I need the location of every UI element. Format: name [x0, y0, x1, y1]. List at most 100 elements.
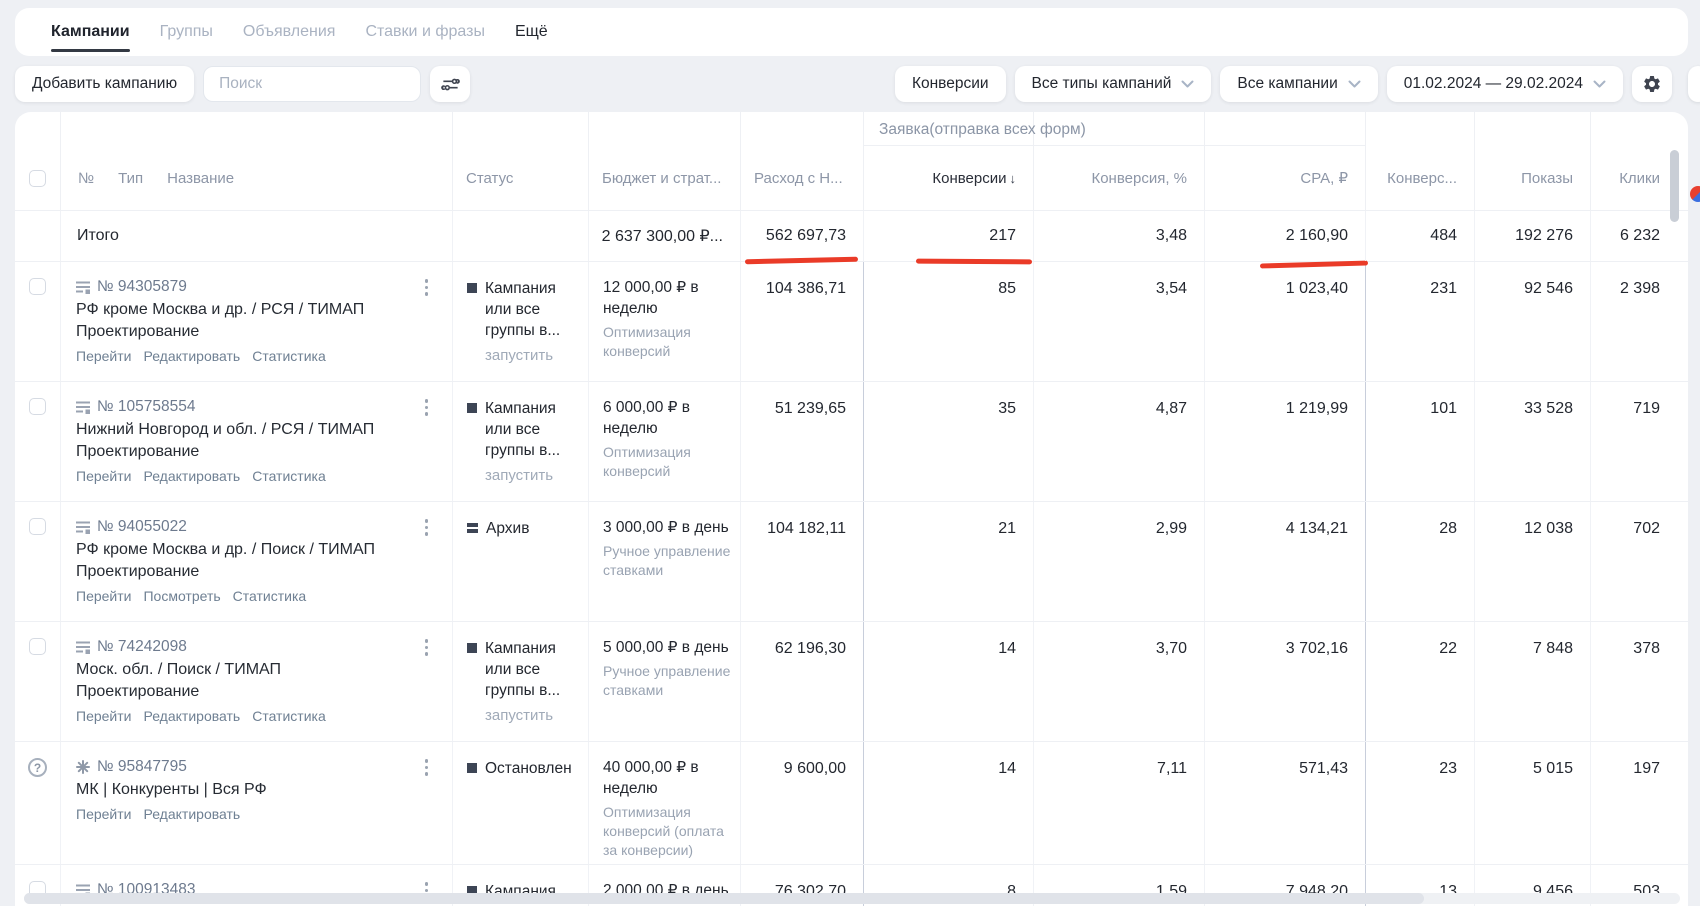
- column-header-conv-rate[interactable]: Конверсия, %: [1033, 170, 1204, 187]
- filter-settings-button[interactable]: [430, 66, 470, 102]
- column-header-cpa[interactable]: CPA, ₽: [1204, 169, 1365, 187]
- cell-cpa: 1 023,40: [1204, 262, 1365, 381]
- horizontal-scrollbar-thumb[interactable]: [24, 893, 1424, 904]
- kebab-menu-icon[interactable]: [425, 519, 429, 536]
- cell-conv-rate: 3,70: [1033, 622, 1204, 741]
- start-action-link[interactable]: запустить: [485, 345, 553, 366]
- cell-conv-rate: 7,11: [1033, 742, 1204, 864]
- column-header-num[interactable]: №: [78, 170, 94, 187]
- vertical-scrollbar-thumb[interactable]: [1670, 150, 1679, 222]
- tune-sliders-icon: [441, 75, 460, 94]
- cell-clicks: 378: [1590, 622, 1688, 741]
- cell-spend: 9 600,00: [740, 742, 863, 864]
- strategy-note: Ручное управление ставками: [603, 662, 732, 700]
- cell-conversions: 35: [863, 382, 1033, 501]
- start-action-link[interactable]: запустить: [485, 465, 553, 486]
- tab-groups[interactable]: Группы: [160, 8, 213, 56]
- row-checkbox[interactable]: [29, 278, 46, 295]
- kebab-menu-icon[interactable]: [425, 279, 429, 296]
- strategy-note: Оптимизация конверсий: [603, 323, 732, 361]
- campaign-name[interactable]: Моск. обл. / Поиск / ТИМАП Проектировани…: [76, 659, 392, 703]
- campaign-name[interactable]: РФ кроме Москва и др. / Поиск / ТИМАП Пр…: [76, 539, 392, 583]
- search-input[interactable]: [203, 66, 421, 102]
- row-checkbox[interactable]: [29, 518, 46, 535]
- cell-shows: 5 015: [1474, 742, 1590, 864]
- status-stopped-icon: [467, 763, 477, 773]
- row-checkbox[interactable]: [29, 398, 46, 415]
- table-header: Заявка(отправка всех форм) № Тип Названи…: [15, 112, 1688, 210]
- campaign-number[interactable]: № 94305879: [97, 276, 187, 298]
- campaigns-table: Заявка(отправка всех форм) № Тип Названи…: [15, 112, 1688, 906]
- table-row: № 94305879 РФ кроме Москва и др. / РСЯ /…: [15, 262, 1688, 382]
- row-checkbox[interactable]: [29, 638, 46, 655]
- add-campaign-button[interactable]: Добавить кампанию: [15, 66, 194, 102]
- campaign-number[interactable]: № 94055022: [97, 516, 187, 538]
- tab-ads[interactable]: Объявления: [243, 8, 336, 56]
- campaigns-filter-select[interactable]: Все кампании: [1220, 66, 1377, 102]
- edge-widget-icon[interactable]: [1690, 186, 1700, 202]
- cell-shows: 12 038: [1474, 502, 1590, 621]
- column-header-status[interactable]: Статус: [452, 170, 588, 187]
- campaign-name[interactable]: РФ кроме Москва и др. / РСЯ / ТИМАП Прое…: [76, 299, 392, 343]
- select-all-checkbox[interactable]: [29, 170, 46, 187]
- link-go[interactable]: Перейти: [76, 806, 131, 822]
- link-view[interactable]: Посмотреть: [143, 588, 220, 604]
- cell-spend: 51 239,65: [740, 382, 863, 501]
- link-go[interactable]: Перейти: [76, 588, 131, 604]
- sort-desc-icon: ↓: [1010, 171, 1017, 186]
- cell-shows: 7 848: [1474, 622, 1590, 741]
- cell-shows: 92 546: [1474, 262, 1590, 381]
- tab-more[interactable]: Ещё: [515, 8, 548, 56]
- edge-floating-button[interactable]: [1688, 66, 1700, 102]
- date-range-select[interactable]: 01.02.2024 — 29.02.2024: [1387, 66, 1623, 102]
- link-go[interactable]: Перейти: [76, 348, 131, 364]
- campaign-number[interactable]: № 95847795: [97, 756, 187, 778]
- link-go[interactable]: Перейти: [76, 708, 131, 724]
- kebab-menu-icon[interactable]: [425, 759, 429, 776]
- kebab-menu-icon[interactable]: [425, 639, 429, 656]
- link-go[interactable]: Перейти: [76, 468, 131, 484]
- campaign-name[interactable]: МК | Конкуренты | Вся РФ: [76, 779, 392, 801]
- tab-campaigns-label: Кампании: [51, 23, 130, 41]
- column-header-budget[interactable]: Бюджет и страт...: [588, 170, 740, 187]
- link-edit[interactable]: Редактировать: [143, 348, 240, 364]
- table-row: ? № 95847795 МК | Конкуренты | Вся РФ Пе…: [15, 742, 1688, 865]
- campaign-name[interactable]: Нижний Новгород и обл. / РСЯ / ТИМАП Про…: [76, 419, 392, 463]
- column-header-name[interactable]: Название: [167, 170, 234, 187]
- tab-campaigns[interactable]: Кампании: [51, 8, 130, 56]
- goal-button[interactable]: Конверсии: [895, 66, 1006, 102]
- cell-spend: 104 386,71: [740, 262, 863, 381]
- column-header-conversions2[interactable]: Конверс...: [1365, 170, 1474, 187]
- cell-shows: 33 528: [1474, 382, 1590, 501]
- status-text: Остановлен: [485, 758, 572, 779]
- campaign-number[interactable]: № 105758554: [97, 396, 196, 418]
- cell-conversions2: 231: [1365, 262, 1474, 381]
- start-action-link[interactable]: запустить: [485, 705, 553, 726]
- toolbar: Добавить кампанию Конверсии Все типы кам…: [15, 66, 1672, 102]
- question-icon[interactable]: ?: [28, 758, 47, 777]
- cell-conversions: 14: [863, 742, 1033, 864]
- cell-clicks: 2 398: [1590, 262, 1688, 381]
- campaign-number[interactable]: № 74242098: [97, 636, 187, 658]
- chevron-down-icon: [1593, 80, 1606, 88]
- column-header-conversions[interactable]: Конверсии↓: [863, 170, 1033, 187]
- horizontal-scrollbar[interactable]: [24, 893, 1680, 904]
- cell-conversions2: 22: [1365, 622, 1474, 741]
- link-stats[interactable]: Статистика: [252, 708, 326, 724]
- column-header-spend[interactable]: Расход с Н...: [740, 170, 863, 187]
- link-edit[interactable]: Редактировать: [143, 708, 240, 724]
- campaign-types-select[interactable]: Все типы кампаний: [1015, 66, 1212, 102]
- table-row: № 74242098 Моск. обл. / Поиск / ТИМАП Пр…: [15, 622, 1688, 742]
- link-edit[interactable]: Редактировать: [143, 806, 240, 822]
- column-header-type[interactable]: Тип: [118, 170, 143, 187]
- column-header-shows[interactable]: Показы: [1474, 170, 1590, 187]
- kebab-menu-icon[interactable]: [425, 399, 429, 416]
- link-stats[interactable]: Статистика: [252, 348, 326, 364]
- tab-bids-phrases[interactable]: Ставки и фразы: [365, 8, 484, 56]
- link-stats[interactable]: Статистика: [233, 588, 307, 604]
- link-edit[interactable]: Редактировать: [143, 468, 240, 484]
- link-stats[interactable]: Статистика: [252, 468, 326, 484]
- settings-button[interactable]: [1632, 66, 1672, 102]
- totals-conv-rate: 3,48: [1033, 211, 1204, 261]
- status-text: Кампания или все группы в...: [485, 638, 582, 701]
